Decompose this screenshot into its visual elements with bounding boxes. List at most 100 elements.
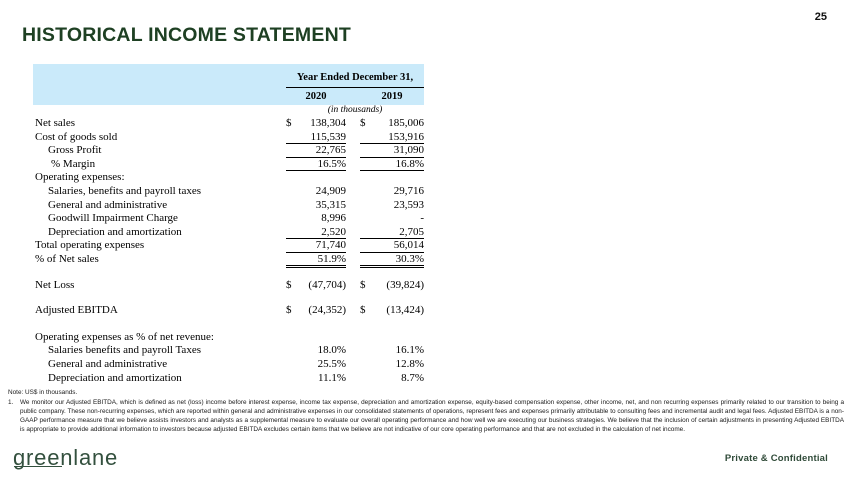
dollar-sign: $ xyxy=(286,304,292,317)
footnote-text: We monitor our Adjusted EBITDA, which is… xyxy=(20,399,844,433)
footnotes: Note: US$ in thousands. 1. We monitor ou… xyxy=(8,388,844,434)
column-gap xyxy=(346,212,360,226)
value-2020: $ (47,704) xyxy=(286,278,346,291)
dollar-sign: $ xyxy=(360,117,366,129)
table-header-band: Year Ended December 31, 2020 2019 xyxy=(33,64,424,105)
table-row: % of Net sales 51.9% 30.3% xyxy=(33,252,424,268)
value-2019: 56,014 xyxy=(360,239,424,253)
value-2019: 29,716 xyxy=(393,184,424,197)
column-group-header: Year Ended December 31, xyxy=(286,64,424,88)
value-2020: 11.1% xyxy=(317,371,346,384)
value-2020: 8,996 xyxy=(321,212,346,225)
value-2020: 25.5% xyxy=(317,357,346,370)
value-2019: 31,090 xyxy=(360,144,424,158)
value-2019: 30.3% xyxy=(360,253,424,268)
column-gap xyxy=(346,331,360,345)
dollar-sign: $ xyxy=(360,278,366,291)
value-2019: 16.8% xyxy=(360,158,424,172)
row-label: Operating expenses: xyxy=(35,171,125,184)
value-2020: 115,539 xyxy=(286,131,346,145)
value-2020: 71,740 xyxy=(286,239,346,253)
value-2019 xyxy=(360,171,424,185)
footnote-number: 1. xyxy=(8,399,14,406)
value-2020: $138,304 xyxy=(286,117,346,129)
value-2019: 8.7% xyxy=(401,371,424,384)
dollar-sign: $ xyxy=(286,117,292,129)
value-2020 xyxy=(286,171,346,185)
value-2019: 23,593 xyxy=(393,198,424,211)
row-label: Salaries, benefits and payroll taxes xyxy=(48,184,202,197)
table-row: Depreciation and amortization 11.1% 8.7% xyxy=(33,372,424,386)
column-header-2019: 2019 xyxy=(381,91,403,102)
table-row: General and administrative 25.5% 12.8% xyxy=(33,358,424,372)
row-label: Depreciation and amortization xyxy=(48,225,182,238)
row-label: Cost of goods sold xyxy=(35,130,118,143)
column-gap xyxy=(346,253,360,268)
value-2019: 12.8% xyxy=(395,357,424,370)
row-spacer xyxy=(33,267,424,279)
table-row: Gross Profit 22,765 31,090 xyxy=(33,144,424,158)
column-header-2020: 2020 xyxy=(305,91,327,102)
row-spacer xyxy=(33,318,424,331)
value-2019: $185,006 xyxy=(360,117,424,129)
row-label: % Margin xyxy=(51,157,96,170)
row-label: Goodwill Impairment Charge xyxy=(48,212,178,225)
value-2019: $ (13,424) xyxy=(360,304,424,317)
table-row: Cost of goods sold 115,539 153,916 xyxy=(33,131,424,145)
table-row: Goodwill Impairment Charge 8,996 - xyxy=(33,212,424,226)
year-column-headers: 2020 2019 xyxy=(286,88,424,102)
row-label: Total operating expenses xyxy=(35,239,145,252)
page-title: HISTORICAL INCOME STATEMENT xyxy=(22,24,351,46)
column-gap xyxy=(346,185,360,199)
row-label: Operating expenses as % of net revenue: xyxy=(35,330,214,343)
value-2020: 51.9% xyxy=(286,253,346,268)
column-gap xyxy=(346,358,360,372)
confidential-label: Private & Confidential xyxy=(724,453,828,464)
page-number: 25 xyxy=(814,11,827,23)
footnote-scale-note: Note: US$ in thousands. xyxy=(8,389,78,396)
value-2019: 16.1% xyxy=(395,344,424,357)
column-gap xyxy=(346,239,360,253)
row-label: Gross Profit xyxy=(48,144,102,157)
footnote-item: 1. We monitor our Adjusted EBITDA, which… xyxy=(8,398,844,434)
column-gap xyxy=(346,144,360,158)
value-2019: 153,916 xyxy=(360,131,424,145)
row-label: General and administrative xyxy=(48,357,168,370)
value-2020: $ (24,352) xyxy=(286,304,346,317)
value-2019: - xyxy=(420,212,424,225)
table-row: Adjusted EBITDA $ (24,352) $ (13,424) xyxy=(33,304,424,318)
income-statement-table: Year Ended December 31, 2020 2019 (in th… xyxy=(33,64,424,385)
table-row: General and administrative 35,315 23,593 xyxy=(33,199,424,213)
value-2020: 18.0% xyxy=(317,344,346,357)
row-label: Net sales xyxy=(35,117,76,129)
table-row: % Margin 16.5% 16.8% xyxy=(33,158,424,172)
value-2020 xyxy=(286,331,346,345)
table-row: Net sales $138,304 $185,006 xyxy=(33,117,424,131)
column-gap xyxy=(346,372,360,386)
units-note: (in thousands) xyxy=(327,105,383,115)
column-gap xyxy=(346,171,360,185)
value-2020: 24,909 xyxy=(315,184,346,197)
table-row: Depreciation and amortization 2,520 2,705 xyxy=(33,226,424,240)
value-2020: 35,315 xyxy=(315,198,346,211)
value-2020: 2,520 xyxy=(286,226,346,240)
table-row: Salaries, benefits and payroll taxes 24,9… xyxy=(33,185,424,199)
column-gap xyxy=(346,304,360,318)
table-row: Salaries benefits and payroll Taxes 18.0%… xyxy=(33,344,424,358)
table-row: Total operating expenses 71,740 56,014 xyxy=(33,239,424,253)
value-2019: $ (39,824) xyxy=(360,278,424,291)
row-label: Net Loss xyxy=(35,278,75,291)
row-label: Salaries benefits and payroll Taxes xyxy=(48,344,201,357)
value-2020: 16.5% xyxy=(286,158,346,172)
row-spacer xyxy=(33,292,424,304)
value-2019: 2,705 xyxy=(360,226,424,240)
dollar-sign: $ xyxy=(286,278,292,291)
column-gap xyxy=(346,279,360,293)
row-label: Adjusted EBITDA xyxy=(35,304,118,317)
table-rows: Net sales $138,304 $185,006 Cost of goods s… xyxy=(33,117,424,385)
column-gap xyxy=(346,344,360,358)
table-header-columns: Year Ended December 31, 2020 2019 xyxy=(286,64,424,102)
row-label: % of Net sales xyxy=(35,252,99,265)
row-label: General and administrative xyxy=(48,198,168,211)
table-row: Operating expenses: xyxy=(33,171,424,185)
